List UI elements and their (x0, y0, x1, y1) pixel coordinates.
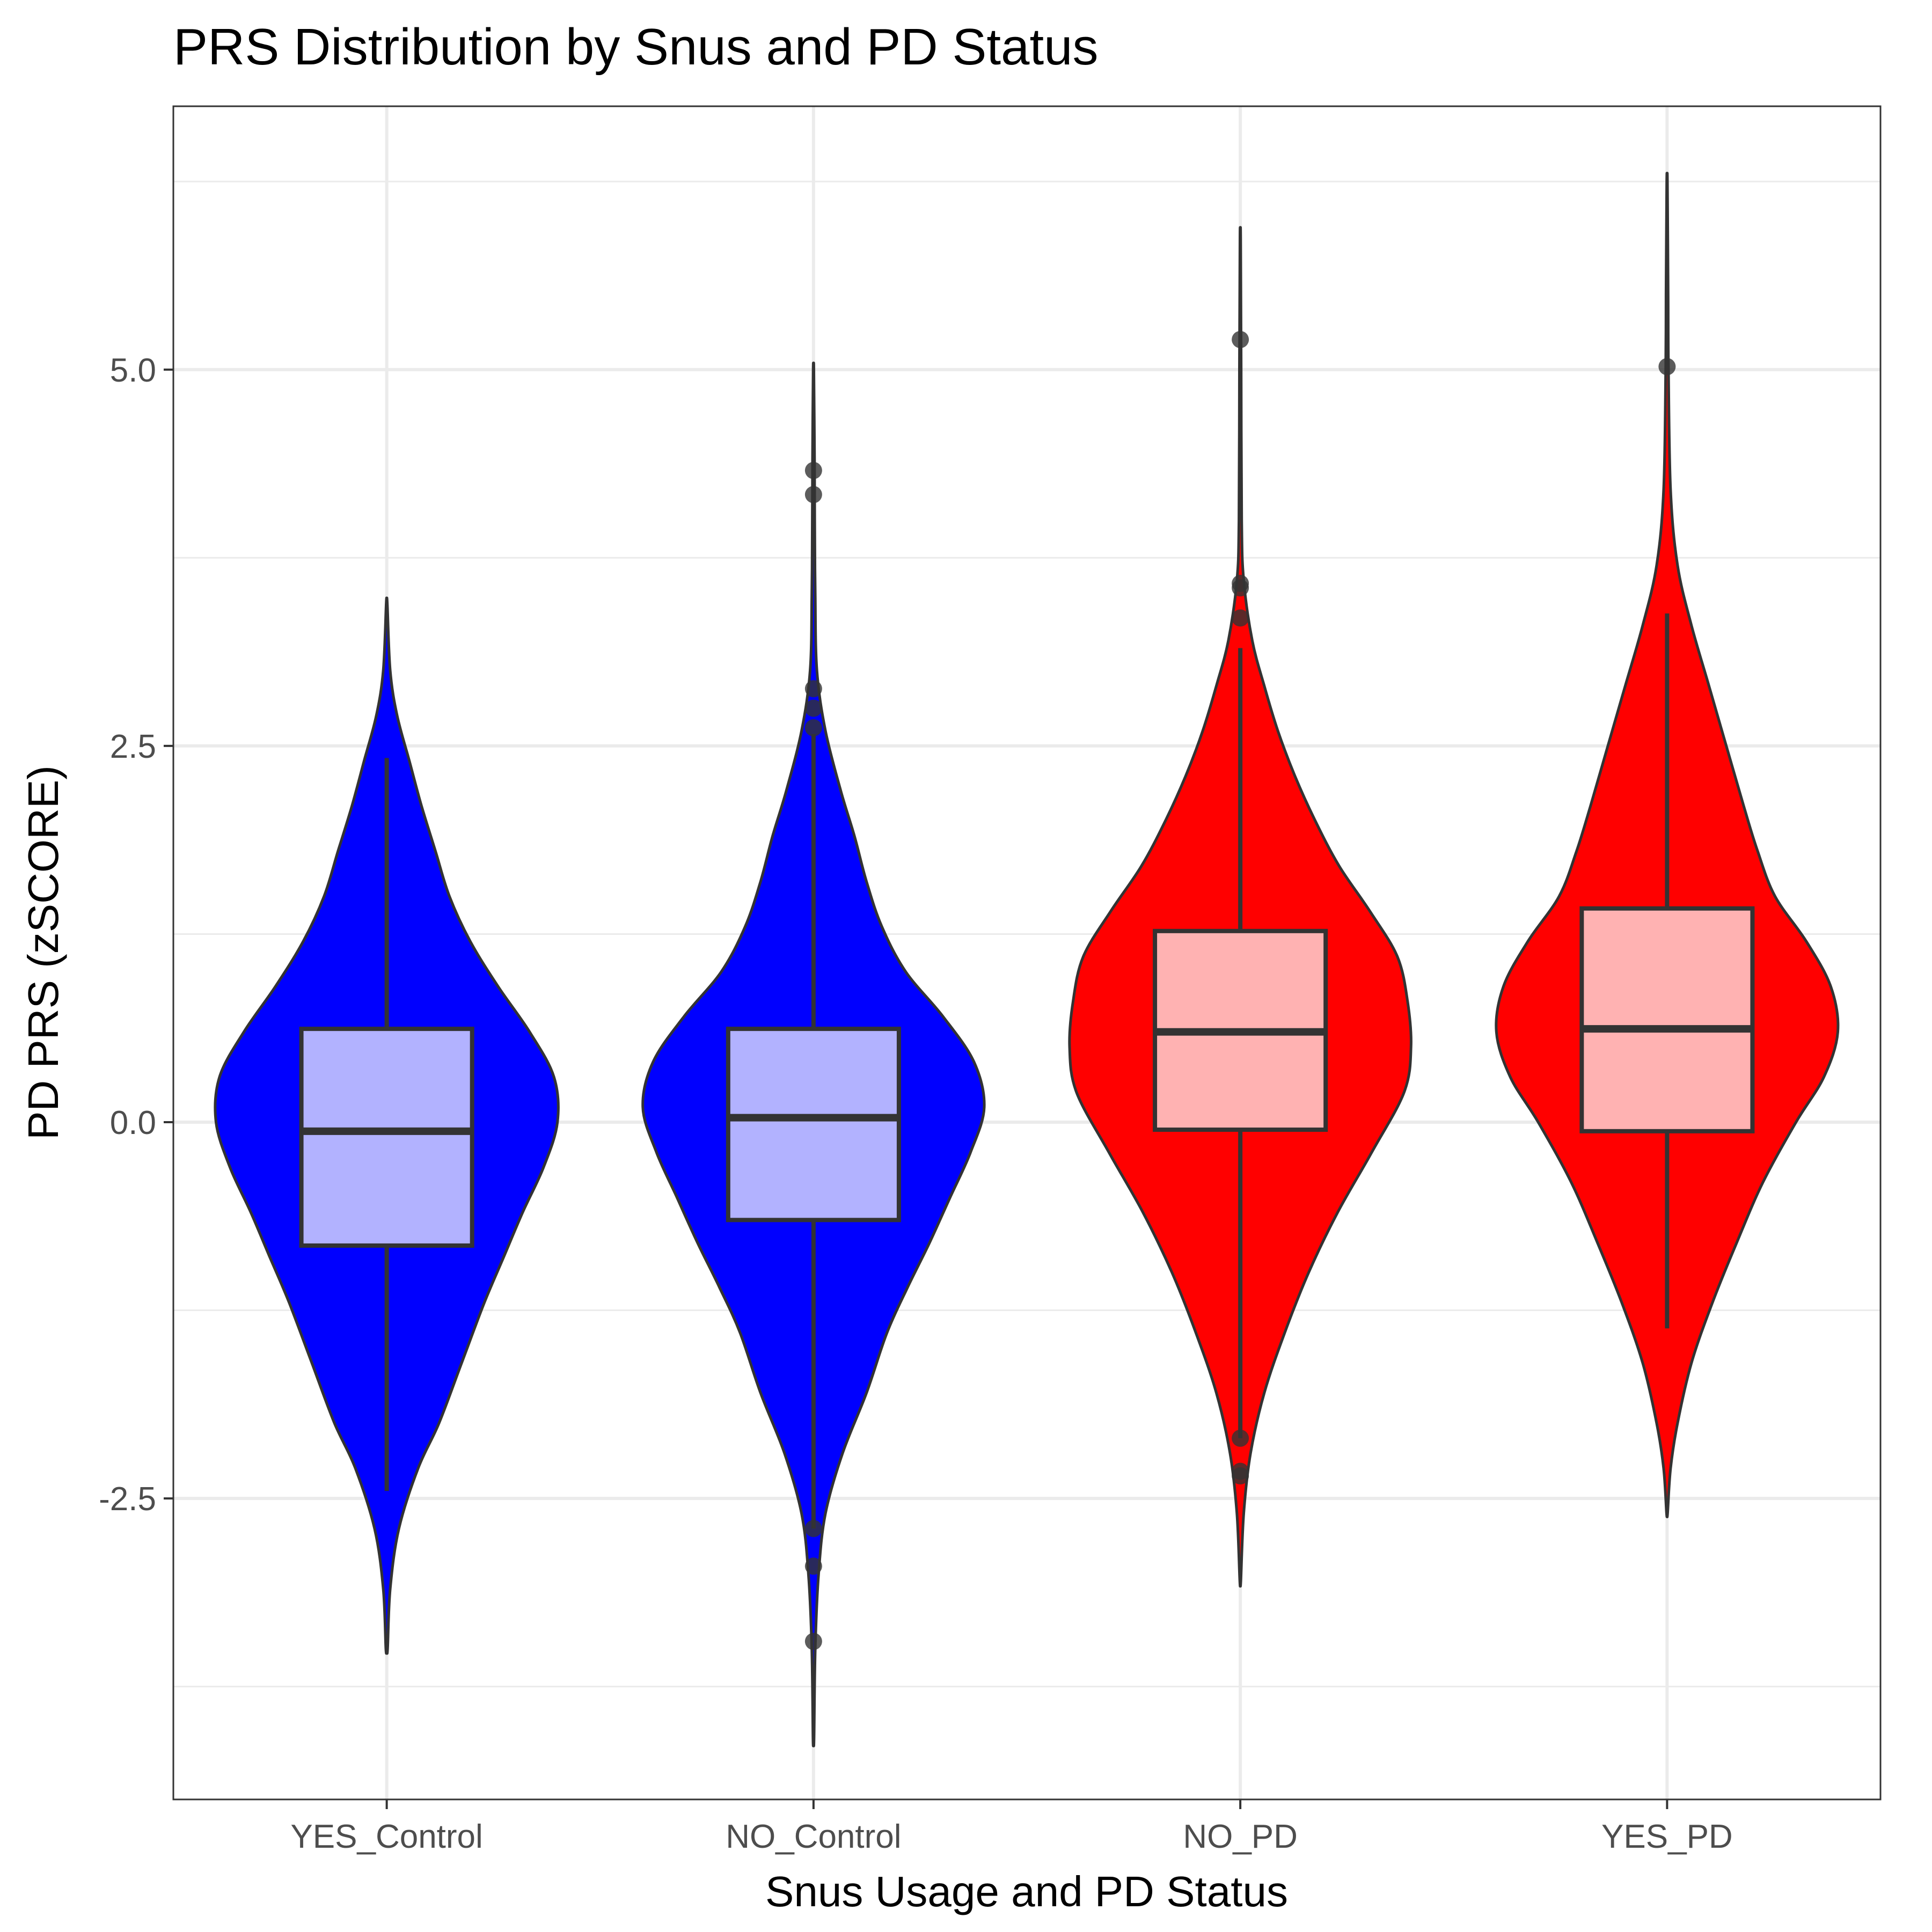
axes: -2.5 0.0 2.5 5.0 YES_Control NO_Control NO_PD Y… (99, 352, 1733, 1855)
outlier-point-NO_PD (1232, 575, 1249, 592)
x-tick-label: YES_Control (290, 1818, 482, 1855)
outlier-point-NO_PD (1232, 1429, 1249, 1447)
outlier-point-NO_PD (1232, 609, 1249, 627)
outlier-point-NO_Control (804, 462, 822, 479)
y-tick-label: 0.0 (110, 1104, 156, 1141)
outlier-points (804, 331, 1676, 1650)
y-tick-label: 5.0 (110, 352, 156, 389)
boxplots (299, 613, 1755, 1529)
box-YES_PD (1579, 906, 1755, 1133)
box-YES_Control (299, 1027, 474, 1248)
chart-title: PRS Distribution by Snus and PD Status (173, 18, 1099, 76)
outlier-point-NO_Control (804, 1520, 822, 1538)
outlier-point-NO_Control (804, 1633, 822, 1650)
outlier-point-NO_PD (1232, 331, 1249, 348)
x-tick-label: YES_PD (1601, 1818, 1733, 1855)
outlier-point-NO_Control (804, 680, 822, 698)
outlier-point-NO_Control (804, 719, 822, 737)
x-tick-label: NO_PD (1183, 1818, 1298, 1855)
outlier-point-NO_Control (804, 486, 822, 503)
box-NO_Control (726, 1027, 901, 1223)
x-tick-label: NO_Control (726, 1818, 901, 1855)
y-tick-label: -2.5 (99, 1481, 156, 1518)
y-axis-title: PD PRS (zSCORE) (19, 765, 67, 1140)
plot-panel-border (172, 105, 1882, 1801)
outlier-point-YES_PD (1658, 358, 1676, 376)
outlier-point-NO_Control (804, 1557, 822, 1575)
outlier-point-NO_PD (1232, 1467, 1249, 1485)
x-axis-title: Snus Usage and PD Status (765, 1868, 1288, 1915)
outlier-point-NO_Control (804, 699, 822, 717)
y-tick-label: 2.5 (110, 728, 156, 765)
